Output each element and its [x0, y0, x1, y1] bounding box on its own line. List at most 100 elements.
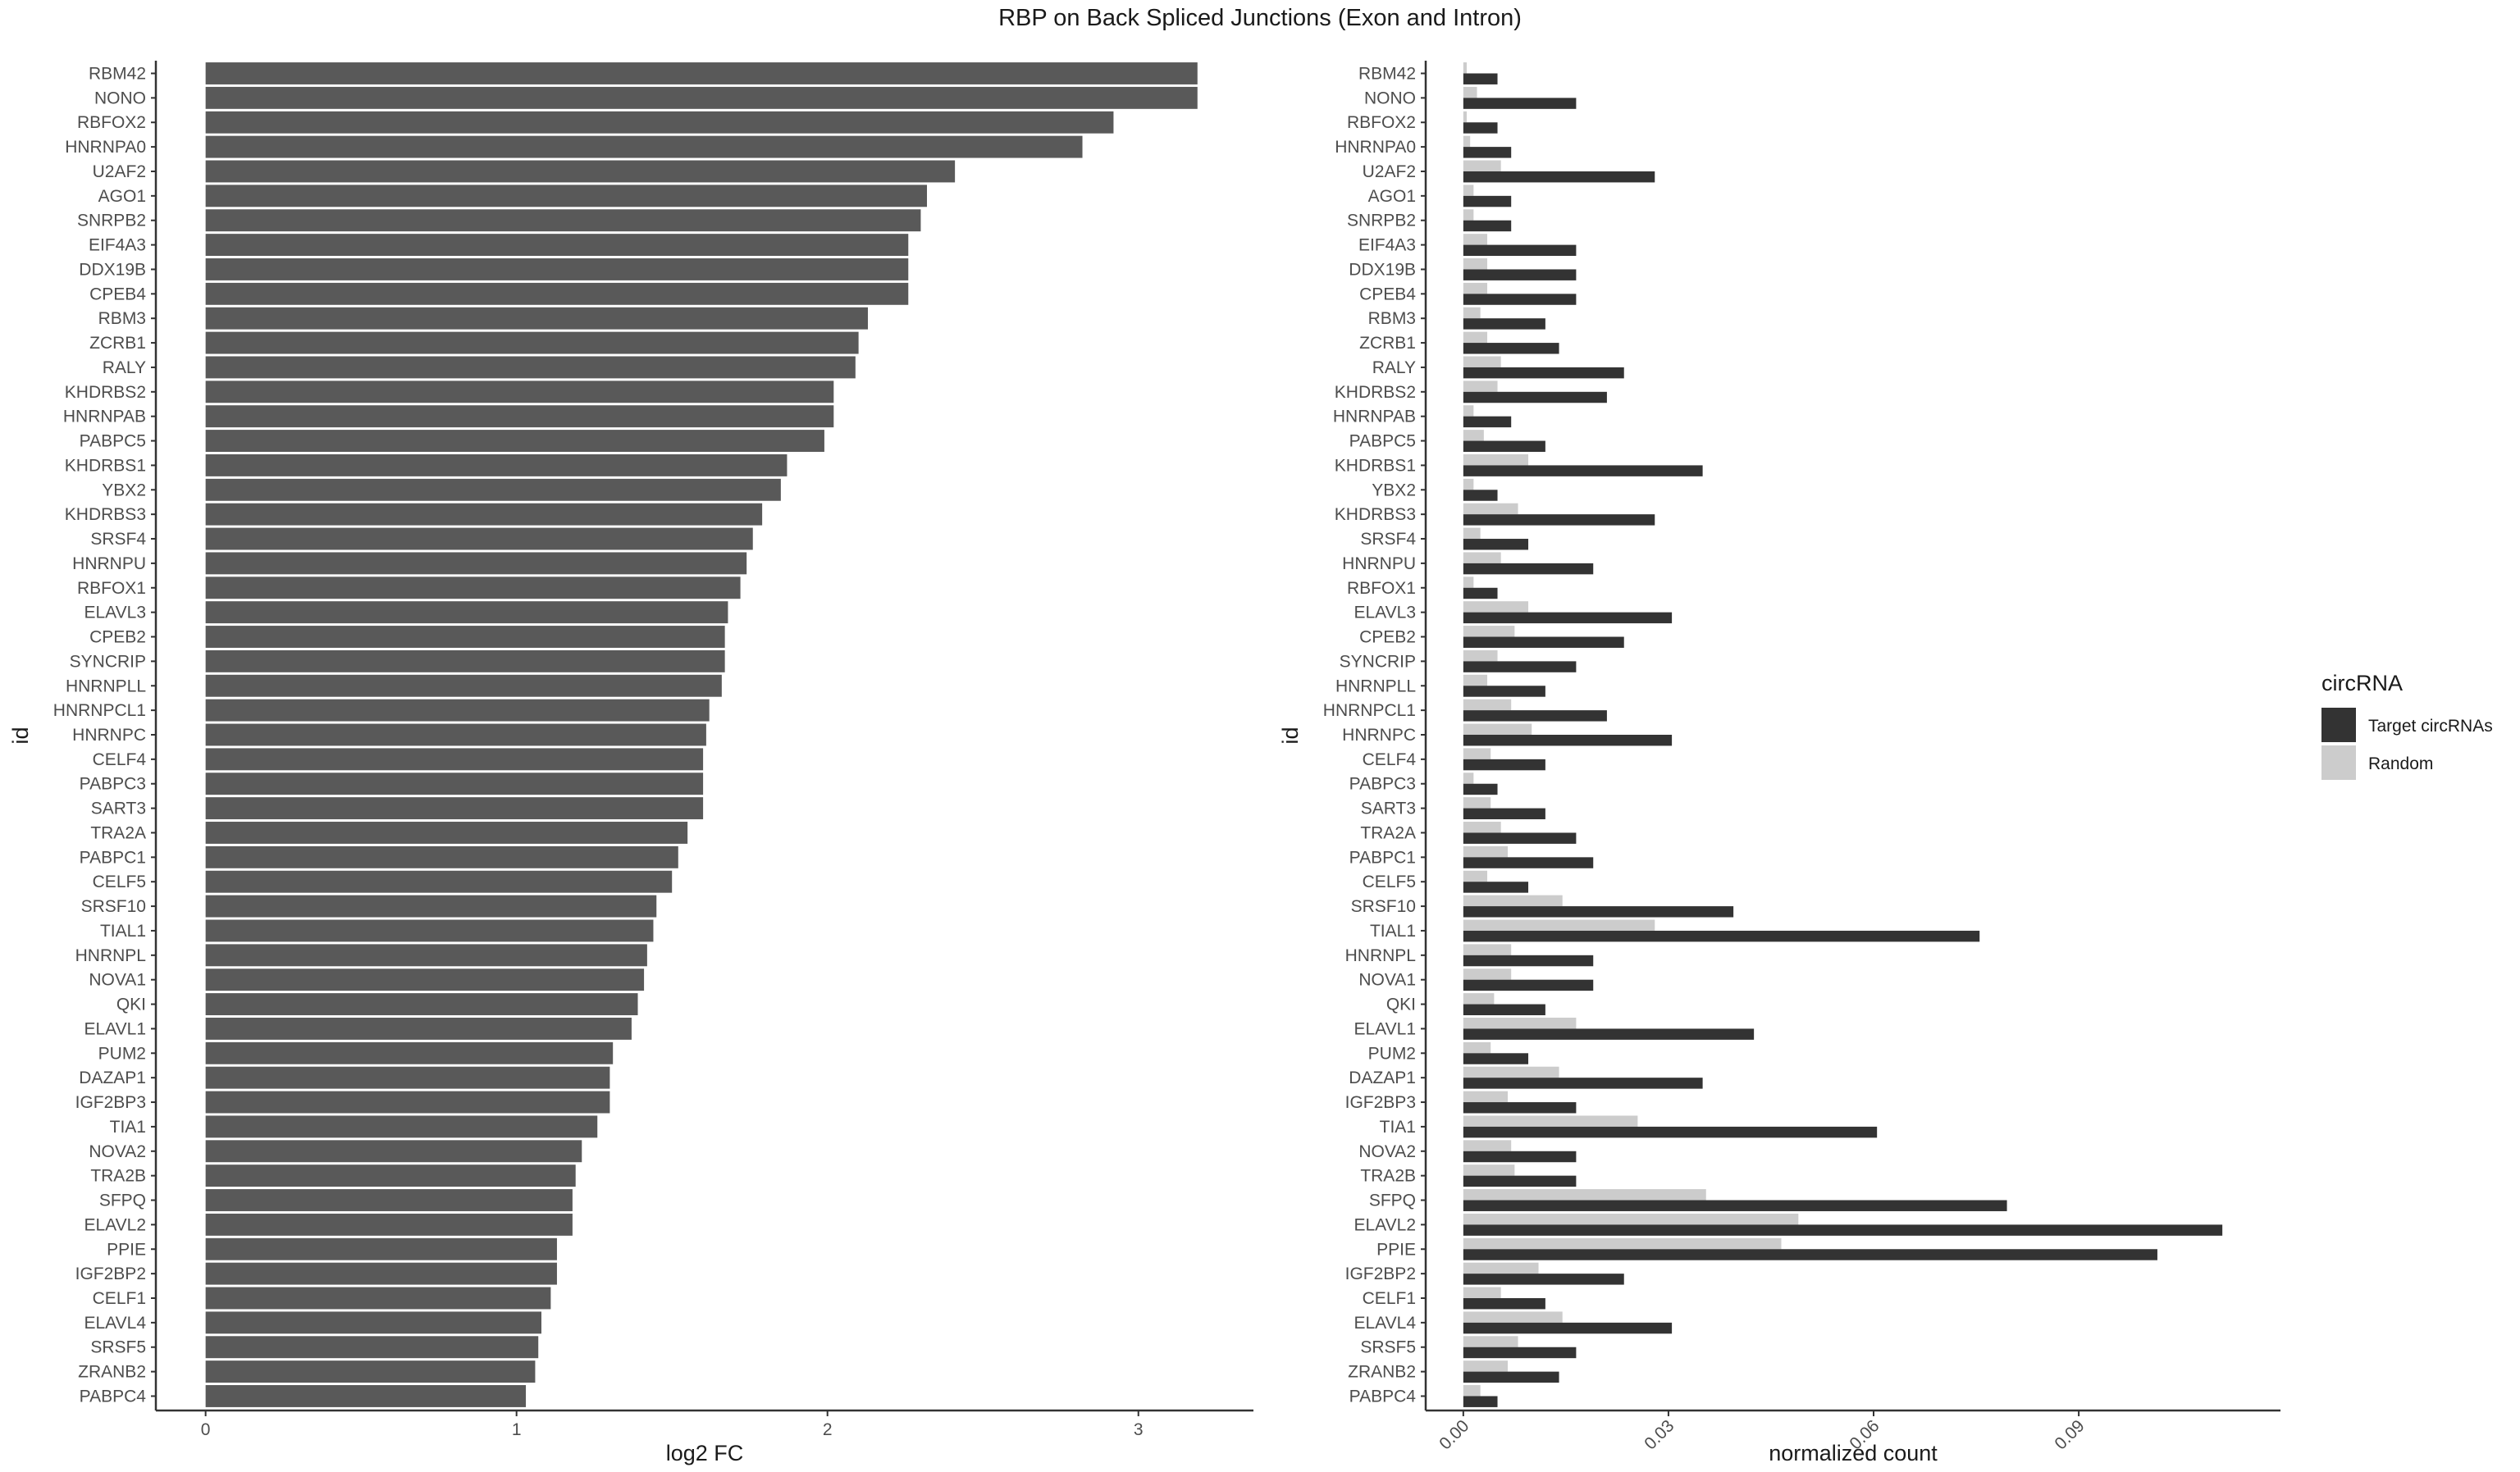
bar-target-hnrnpcl1	[1463, 710, 1607, 722]
bar-target-elavl3	[1463, 612, 1673, 624]
y-tick-label: HNRNPA0	[65, 138, 146, 157]
y-tick-label: RBM3	[1368, 309, 1416, 328]
bar-zranb2	[205, 1360, 536, 1383]
bar-target-cpeb4	[1463, 294, 1577, 305]
y-tick-label: TRA2A	[1360, 823, 1416, 842]
bar-target-elavl2	[1463, 1224, 2223, 1236]
bar-target-tra2b	[1463, 1175, 1577, 1187]
y-tick-label: SYNCRIP	[1340, 652, 1416, 671]
y-tick-label: ELAVL1	[84, 1019, 147, 1038]
bar-random-snrpb2	[1463, 209, 1474, 221]
bar-target-celf1	[1463, 1298, 1545, 1310]
bar-target-tra2a	[1463, 832, 1577, 844]
y-tick-label: TRA2B	[90, 1167, 146, 1186]
y-tick-label: KHDRBS1	[1335, 456, 1416, 475]
bar-random-srsf5	[1463, 1336, 1518, 1347]
y-tick-label: ZRANB2	[78, 1363, 146, 1382]
y-tick-label: HNRNPLL	[66, 677, 146, 695]
bar-random-hnrnpcl1	[1463, 699, 1512, 711]
bar-pabpc1	[205, 845, 678, 868]
bar-target-celf5	[1463, 882, 1529, 893]
bar-target-khdrbs3	[1463, 514, 1655, 526]
y-tick-label: QKI	[1386, 996, 1416, 1014]
bar-random-ddx19b	[1463, 258, 1488, 270]
bar-target-syncrip	[1463, 661, 1577, 672]
bar-random-cpeb4	[1463, 282, 1488, 294]
bar-rbfox2	[205, 111, 1114, 134]
y-tick-label: CPEB2	[89, 628, 146, 647]
bar-target-igf2bp3	[1463, 1102, 1577, 1114]
y-tick-label: IGF2BP3	[1345, 1093, 1416, 1112]
bar-celf4	[205, 748, 704, 771]
bar-hnrnpab	[205, 405, 834, 428]
bar-target-rbfox2	[1463, 122, 1498, 134]
bar-elavl1	[205, 1017, 632, 1040]
bar-random-u2af2	[1463, 160, 1501, 171]
bar-zcrb1	[205, 331, 859, 354]
bar-qki	[205, 993, 638, 1016]
legend-key-random	[2321, 745, 2356, 780]
y-tick-label: TRA2A	[90, 823, 146, 842]
y-tick-label: HNRNPAB	[1333, 408, 1416, 426]
legend: circRNA Target circRNAs Random	[2321, 671, 2493, 780]
y-tick-label: CELF5	[93, 873, 146, 891]
y-tick-label: HNRNPU	[72, 554, 146, 573]
bar-target-rbfox1	[1463, 587, 1498, 599]
y-tick-label: KHDRBS1	[65, 456, 146, 475]
bar-sart3	[205, 797, 704, 820]
y-tick-label: NOVA1	[89, 971, 146, 990]
bar-target-u2af2	[1463, 171, 1655, 183]
y-tick-label: ZCRB1	[1359, 334, 1416, 353]
bar-random-khdrbs3	[1463, 503, 1518, 515]
bar-elavl2	[205, 1213, 573, 1236]
y-tick-label: SFPQ	[1369, 1192, 1416, 1210]
bar-target-tia1	[1463, 1126, 1878, 1138]
y-tick-label: DDX19B	[1349, 260, 1416, 279]
bar-ppie	[205, 1237, 557, 1260]
bar-random-pabpc1	[1463, 845, 1509, 858]
bar-random-khdrbs2	[1463, 381, 1498, 392]
y-tick-label: SRSF10	[81, 897, 146, 916]
bar-target-sart3	[1463, 808, 1545, 820]
bar-target-ago1	[1463, 195, 1512, 207]
y-tick-label: ELAVL1	[1354, 1019, 1417, 1038]
bar-target-pabpc3	[1463, 783, 1498, 795]
y-tick-label: PPIE	[1376, 1240, 1416, 1259]
bar-random-dazap1	[1463, 1066, 1559, 1078]
bar-random-khdrbs1	[1463, 453, 1529, 466]
y-tick-label: PABPC4	[1349, 1387, 1417, 1406]
y-tick-label: CELF4	[1363, 750, 1417, 769]
bar-random-rbfox1	[1463, 576, 1474, 588]
bar-random-raly	[1463, 356, 1501, 367]
bar-target-zranb2	[1463, 1371, 1559, 1383]
bar-random-nono	[1463, 86, 1477, 98]
bar-ddx19b	[205, 258, 909, 280]
bar-random-rbfox2	[1463, 111, 1468, 123]
bar-random-zranb2	[1463, 1360, 1509, 1372]
chart-title: RBP on Back Spliced Junctions (Exon and …	[998, 5, 1522, 31]
y-tick-label: CPEB2	[1359, 628, 1416, 647]
x-tick-label: 0.00	[1436, 1416, 1472, 1453]
y-tick-label: DAZAP1	[79, 1069, 146, 1087]
bar-hnrnpl	[205, 944, 647, 967]
y-tick-label: NONO	[1364, 89, 1416, 107]
bar-pabpc3	[205, 772, 704, 795]
y-tick-label: SRSF4	[1360, 530, 1416, 549]
bar-target-nova2	[1463, 1151, 1577, 1163]
y-tick-label: NONO	[94, 89, 146, 107]
y-tick-label: YBX2	[1372, 481, 1416, 499]
y-tick-label: KHDRBS3	[1335, 505, 1416, 524]
x-tick-label: 2	[823, 1420, 833, 1439]
y-tick-label: ELAVL4	[84, 1314, 147, 1333]
bar-target-khdrbs1	[1463, 465, 1703, 476]
bar-nova2	[205, 1140, 582, 1163]
y-tick-label: HNRNPU	[1342, 554, 1416, 573]
bar-igf2bp3	[205, 1091, 610, 1114]
y-tick-label: DDX19B	[79, 260, 146, 279]
bar-khdrbs1	[205, 453, 788, 476]
y-tick-label: HNRNPLL	[1335, 677, 1416, 695]
bar-target-eif4a3	[1463, 244, 1577, 257]
bar-khdrbs2	[205, 381, 834, 403]
y-tick-label: CELF1	[93, 1289, 146, 1308]
y-tick-label: CPEB4	[89, 285, 146, 303]
